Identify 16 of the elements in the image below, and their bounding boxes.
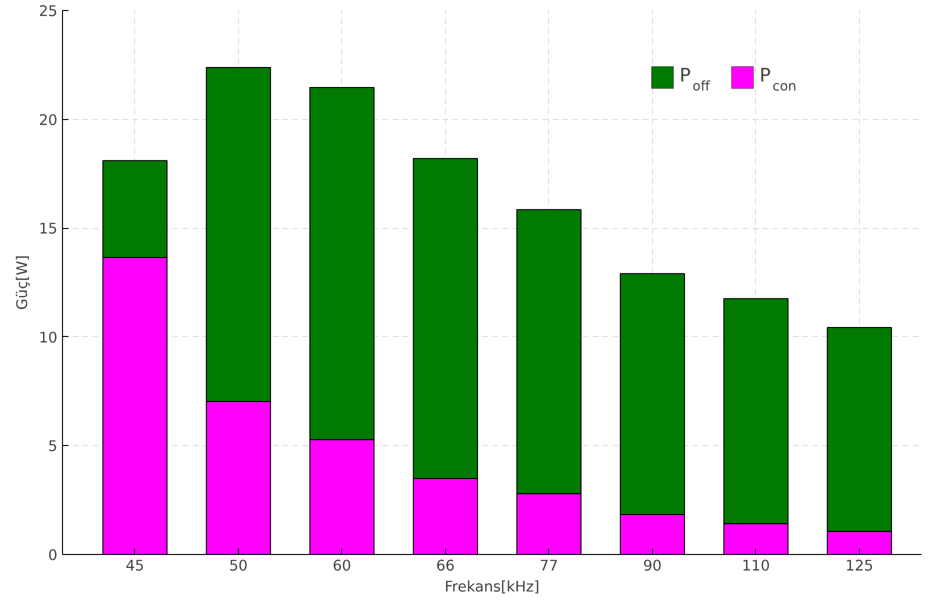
y-axis-title: Güç[W] [14, 255, 31, 310]
y-tick-label: 15 [38, 220, 58, 238]
x-tick-label: 125 [845, 558, 874, 574]
y-tick-label: 10 [38, 329, 58, 346]
x-tick-label: 77 [540, 558, 558, 574]
x-tick-label: 110 [742, 558, 770, 574]
x-tick-label: 50 [229, 558, 248, 574]
x-tick-label: 90 [643, 558, 662, 574]
x-tick-label: 60 [332, 558, 352, 574]
y-tick-label: 0 [48, 547, 58, 564]
y-tick-label: 5 [48, 438, 58, 456]
y-tick-label: 20 [38, 112, 58, 129]
x-axis-title: Frekans[kHz] [444, 578, 540, 596]
x-tick-label: 45 [126, 558, 144, 574]
y-tick-label: 25 [38, 3, 58, 20]
x-tick-label: 66 [436, 558, 455, 574]
